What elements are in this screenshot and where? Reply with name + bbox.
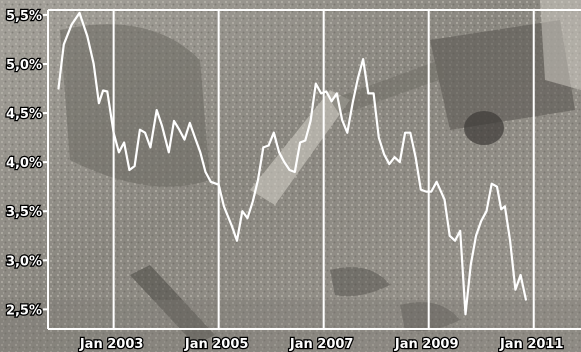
series-group bbox=[57, 11, 528, 316]
x-tick-label: Jan 2005 bbox=[184, 337, 249, 352]
x-tick-label: Jan 2003 bbox=[79, 337, 144, 352]
y-tick-label: 3,5% bbox=[6, 205, 42, 220]
y-tick-label: 4,0% bbox=[6, 156, 42, 171]
y-tick-label: 5,5% bbox=[6, 9, 42, 24]
y-tick-label: 5,0% bbox=[6, 58, 42, 73]
x-axis-tick-labels: Jan 2003 Jan 2005 Jan 2007 Jan 2009 Jan 2011 bbox=[78, 336, 565, 352]
x-tick-label: Jan 2011 bbox=[499, 337, 564, 352]
series-line-0 bbox=[57, 11, 528, 316]
y-tick-label: 3,0% bbox=[6, 254, 42, 269]
x-tick-label: Jan 2007 bbox=[289, 337, 354, 352]
vertical-gridlines bbox=[112, 10, 535, 329]
y-axis-tick-labels: 2,5% 3,0% 3,5% 4,0% 4,5% 5,0% 5,5% bbox=[5, 8, 48, 320]
y-tick-label: 2,5% bbox=[6, 303, 42, 318]
x-tick-label: Jan 2009 bbox=[394, 337, 459, 352]
y-tick-label: 4,5% bbox=[6, 107, 42, 122]
